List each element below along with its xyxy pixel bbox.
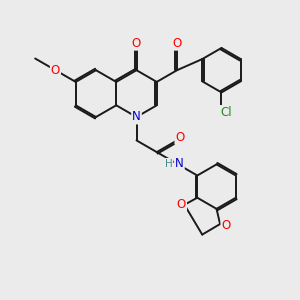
Text: N: N bbox=[175, 157, 184, 170]
Text: O: O bbox=[176, 131, 185, 144]
Text: O: O bbox=[177, 198, 186, 211]
Text: O: O bbox=[51, 64, 60, 77]
Text: N: N bbox=[132, 110, 141, 124]
Text: O: O bbox=[172, 37, 182, 50]
Text: Cl: Cl bbox=[220, 106, 232, 119]
Text: H: H bbox=[165, 159, 172, 169]
Text: O: O bbox=[132, 37, 141, 50]
Text: O: O bbox=[221, 219, 231, 232]
